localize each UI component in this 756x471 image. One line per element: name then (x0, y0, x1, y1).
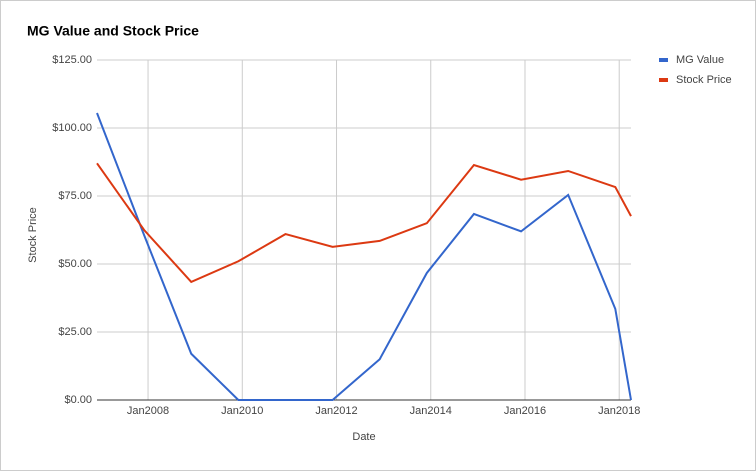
chart-title: MG Value and Stock Price (27, 23, 199, 39)
line-series (96, 162, 632, 284)
y-tick-label: $125.00 (52, 54, 92, 66)
legend-label: MG Value (676, 54, 724, 66)
y-tick-label: $50.00 (58, 258, 92, 270)
x-tick-label: Jan2008 (127, 405, 169, 417)
y-tick-label: $75.00 (58, 190, 92, 202)
x-tick-label: Jan2016 (504, 405, 546, 417)
y-tick-label: $100.00 (52, 122, 92, 134)
x-tick-label: Jan2018 (598, 405, 640, 417)
legend-label: Stock Price (676, 74, 732, 86)
y-axis-title: Stock Price (27, 207, 39, 263)
y-tick-label: $25.00 (58, 326, 92, 338)
y-tick-label: $0.00 (64, 394, 92, 406)
x-tick-label: Jan2010 (221, 405, 263, 417)
x-tick-label: Jan2014 (410, 405, 452, 417)
line-series (96, 112, 632, 401)
x-axis-title: Date (352, 431, 375, 443)
x-tick-label: Jan2012 (315, 405, 357, 417)
